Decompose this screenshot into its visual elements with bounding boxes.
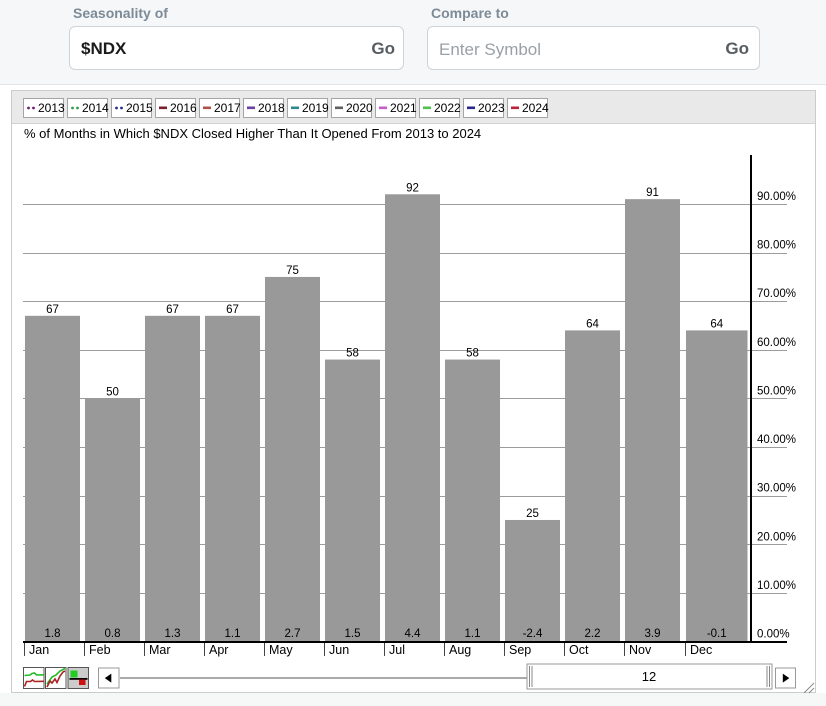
svg-text:25: 25 bbox=[526, 508, 539, 520]
svg-text:Sep: Sep bbox=[509, 643, 531, 657]
svg-text:0.00%: 0.00% bbox=[757, 629, 790, 641]
svg-text:67: 67 bbox=[226, 304, 239, 316]
svg-text:64: 64 bbox=[586, 318, 599, 330]
svg-text:Apr: Apr bbox=[209, 643, 228, 657]
svg-text:1.3: 1.3 bbox=[165, 628, 181, 640]
svg-text:90.00%: 90.00% bbox=[757, 191, 796, 203]
svg-text:50.00%: 50.00% bbox=[757, 385, 796, 397]
svg-text:Oct: Oct bbox=[569, 643, 589, 657]
svg-text:58: 58 bbox=[466, 348, 479, 360]
svg-text:2.7: 2.7 bbox=[285, 628, 301, 640]
svg-text:Aug: Aug bbox=[449, 643, 471, 657]
svg-text:12: 12 bbox=[642, 669, 656, 684]
svg-text:3.9: 3.9 bbox=[645, 628, 661, 640]
svg-text:75: 75 bbox=[286, 265, 299, 277]
svg-text:91: 91 bbox=[646, 187, 659, 199]
svg-text:20.00%: 20.00% bbox=[757, 531, 796, 543]
svg-text:May: May bbox=[269, 643, 293, 657]
svg-text:67: 67 bbox=[46, 304, 59, 316]
svg-text:1.5: 1.5 bbox=[345, 628, 361, 640]
svg-text:4.4: 4.4 bbox=[405, 628, 422, 640]
svg-text:Jun: Jun bbox=[329, 643, 349, 657]
svg-text:50: 50 bbox=[106, 386, 119, 398]
svg-text:60.00%: 60.00% bbox=[757, 337, 796, 349]
svg-text:Nov: Nov bbox=[629, 643, 652, 657]
svg-text:2.2: 2.2 bbox=[585, 628, 601, 640]
svg-text:58: 58 bbox=[346, 348, 359, 360]
svg-text:-0.1: -0.1 bbox=[707, 628, 727, 640]
svg-text:1.1: 1.1 bbox=[225, 628, 241, 640]
svg-text:Feb: Feb bbox=[89, 643, 111, 657]
svg-text:30.00%: 30.00% bbox=[757, 483, 796, 495]
svg-text:10.00%: 10.00% bbox=[757, 580, 796, 592]
svg-text:-2.4: -2.4 bbox=[523, 628, 543, 640]
svg-text:Dec: Dec bbox=[690, 643, 712, 657]
svg-text:Jan: Jan bbox=[29, 643, 49, 657]
svg-text:40.00%: 40.00% bbox=[757, 434, 796, 446]
svg-text:64: 64 bbox=[710, 318, 723, 330]
svg-text:70.00%: 70.00% bbox=[757, 288, 796, 300]
svg-text:92: 92 bbox=[406, 182, 419, 194]
svg-text:Jul: Jul bbox=[389, 643, 405, 657]
svg-text:67: 67 bbox=[166, 304, 179, 316]
svg-text:0.8: 0.8 bbox=[105, 628, 121, 640]
svg-text:80.00%: 80.00% bbox=[757, 240, 796, 252]
svg-text:1.1: 1.1 bbox=[465, 628, 481, 640]
svg-text:Mar: Mar bbox=[149, 643, 171, 657]
svg-text:1.8: 1.8 bbox=[45, 628, 61, 640]
